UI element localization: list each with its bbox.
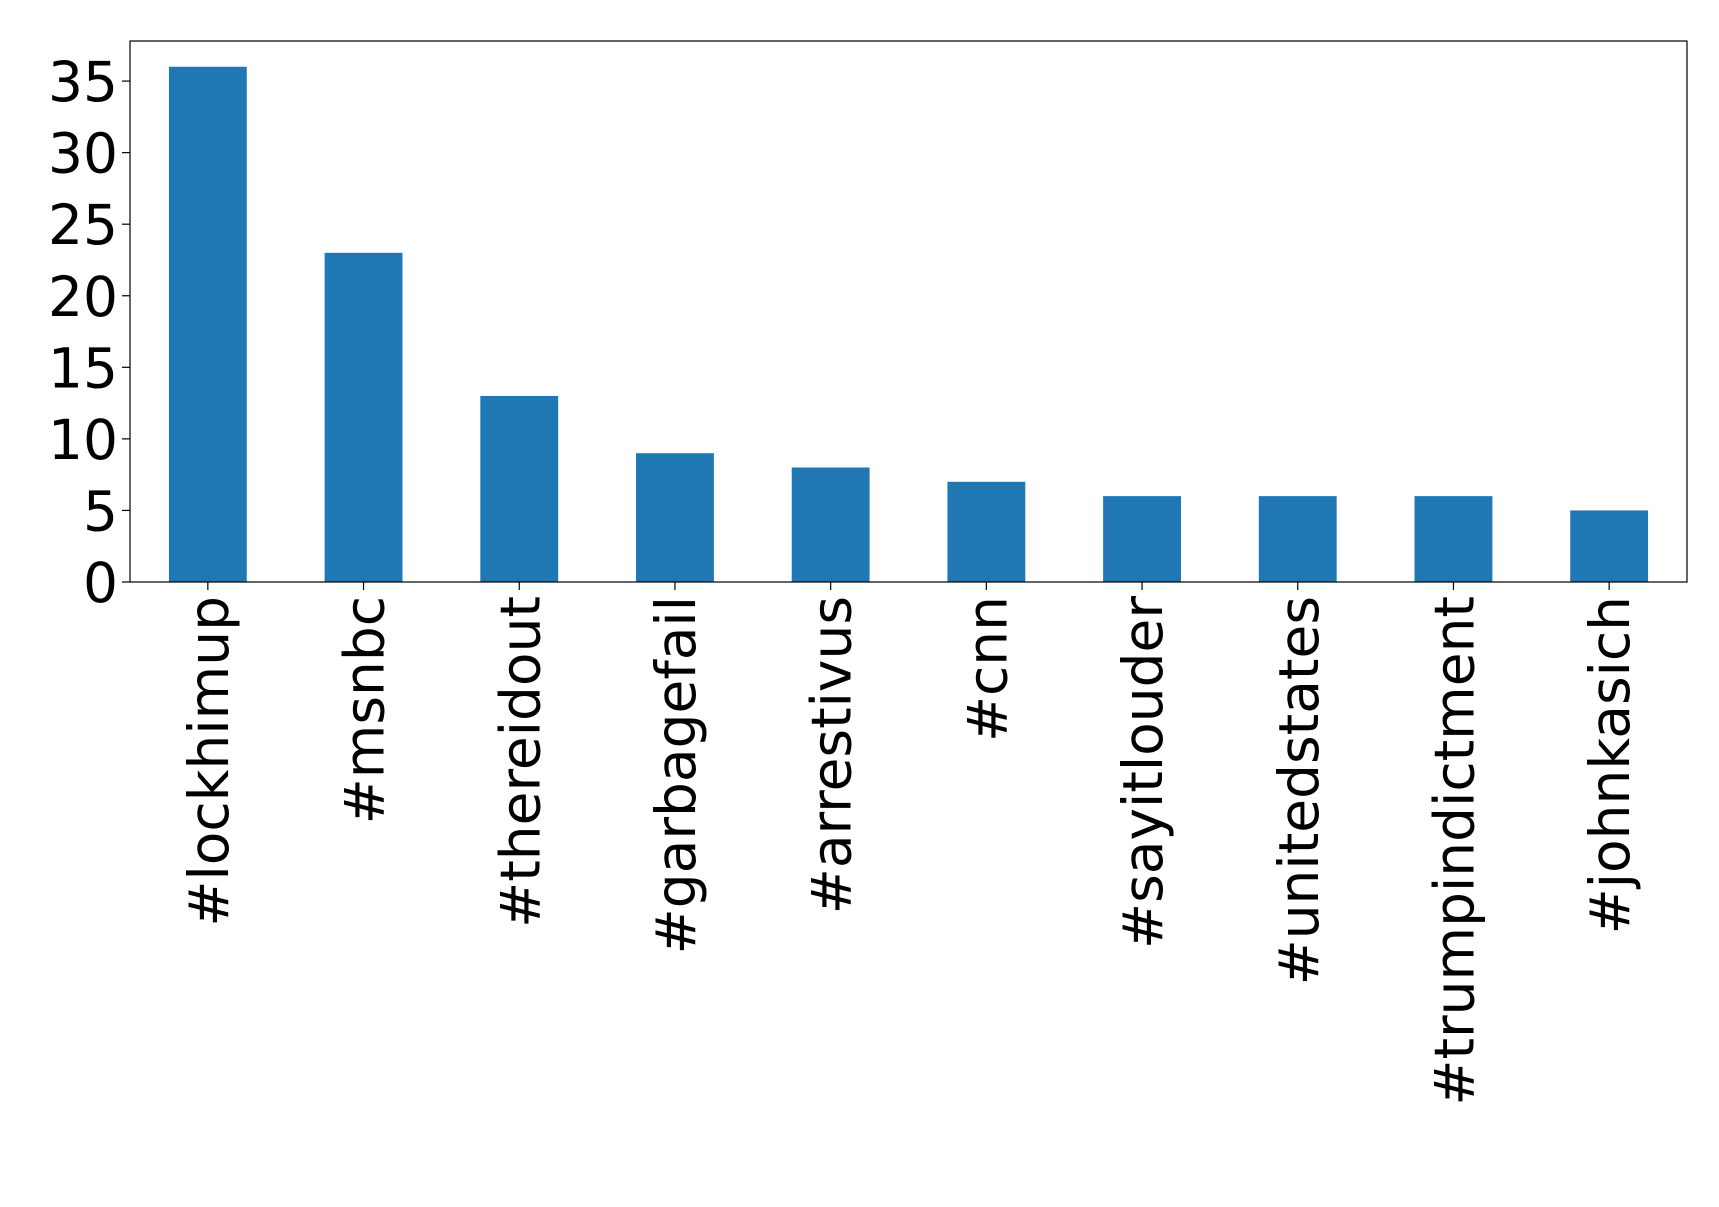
bar [1570,510,1649,582]
x-tick-label: #msnbc [333,596,397,824]
bar [636,453,714,582]
y-tick-label: 0 [83,551,118,615]
x-tick-label: #lockhimup [177,596,241,927]
y-tick-label: 10 [48,408,118,472]
y-tick-label: 35 [48,50,118,114]
x-tick-label: #sayitlouder [1111,596,1175,949]
bar [1414,496,1493,582]
bar [947,481,1026,582]
x-tick-label: #thereidout [488,596,552,928]
x-tick-label: #johnkasich [1578,596,1642,934]
bar [324,252,403,582]
y-tick-label: 20 [48,265,118,329]
x-tick-label: #unitedstates [1267,596,1331,985]
plot-frame [129,40,1688,583]
bar [791,467,870,582]
x-tick-label: #garbagefail [644,596,708,954]
x-tick-label: #cnn [955,596,1019,742]
y-tick-label: 5 [83,479,118,543]
y-tick-label: 30 [48,122,118,186]
bar [168,66,247,582]
y-tick-label: 25 [48,193,118,257]
x-tick-label: #trumpindictment [1422,596,1486,1106]
bar [480,395,559,582]
bar [1258,496,1337,582]
y-tick-label: 15 [48,336,118,400]
x-tick-label: #arrestivus [800,596,864,914]
bar [1103,496,1181,582]
